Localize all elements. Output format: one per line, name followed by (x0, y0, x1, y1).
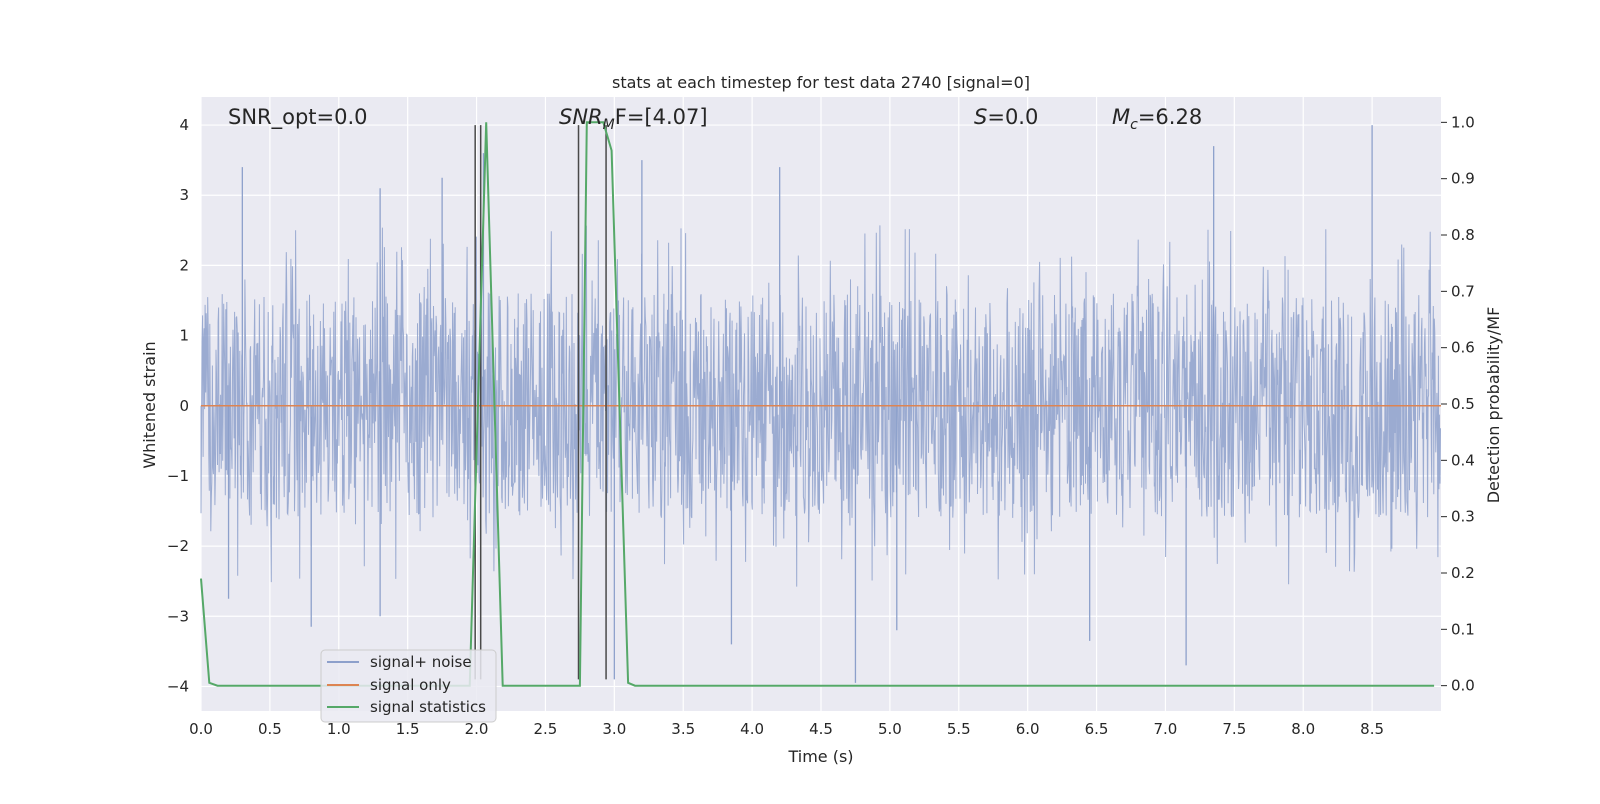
noise-trace (200, 225, 1441, 587)
annotation-snr-opt: SNR_opt=0.0 (228, 105, 368, 130)
chart-title: stats at each timestep for test data 274… (612, 73, 1030, 92)
y-right-tick-label: 0.1 (1451, 620, 1475, 638)
y-right-tick-label: 1.0 (1451, 113, 1475, 131)
y-right-tick-label: 0.6 (1451, 339, 1475, 357)
legend-label-noise: signal+ noise (370, 653, 472, 671)
y-right-tick-label: 0.2 (1451, 564, 1475, 582)
statistics-line (200, 121, 1435, 687)
y-right-tick-label: 0.8 (1451, 226, 1475, 244)
x-tick-label: 3.5 (671, 720, 695, 738)
noise-series (200, 125, 1441, 683)
y-tick-label: −1 (167, 467, 189, 485)
x-tick-label: 7.5 (1222, 720, 1246, 738)
y-right-tick-label: 0.9 (1451, 170, 1475, 188)
x-tick-label: 3.0 (602, 720, 626, 738)
y-right-axis-label: Detection probability/MF (1484, 307, 1503, 504)
y-axis-ticks: −4 −3 −2 −1 0 1 2 3 4 (167, 116, 189, 695)
y-tick-label: 0 (179, 397, 189, 415)
annotation-mc: Mc=6.28 (1112, 105, 1202, 133)
x-axis-label: Time (s) (787, 747, 853, 766)
legend: signal+ noise signal only signal statist… (320, 649, 497, 723)
y-right-tick-label: 0.4 (1451, 451, 1475, 469)
x-axis-ticks: 0.0 0.5 1.0 1.5 2.0 2.5 3.0 3.5 4.0 4.5 5.0 5.5 6.0 6… (189, 720, 1384, 738)
x-tick-label: 4.0 (740, 720, 764, 738)
y-right-tick-label: 0.0 (1451, 677, 1475, 695)
y-right-tick-label: 0.5 (1451, 395, 1475, 413)
x-tick-label: 1.5 (396, 720, 420, 738)
x-tick-label: 7.0 (1154, 720, 1178, 738)
x-tick-label: 2.0 (465, 720, 489, 738)
x-tick-label: 0.0 (189, 720, 213, 738)
legend-box (320, 649, 497, 723)
vertical-lines (474, 125, 607, 680)
legend-label-signal-only: signal only (370, 676, 451, 694)
x-tick-label: 6.5 (1085, 720, 1109, 738)
y-tick-label: −4 (167, 677, 189, 695)
x-tick-label: 1.0 (327, 720, 351, 738)
y-tick-label: 2 (179, 256, 189, 274)
x-tick-label: 2.5 (534, 720, 558, 738)
x-tick-label: 8.5 (1360, 720, 1384, 738)
y-right-tick-label: 0.3 (1451, 508, 1475, 526)
y-axis-label: Whitened strain (140, 341, 159, 468)
y-tick-label: 3 (179, 186, 189, 204)
x-tick-label: 4.5 (809, 720, 833, 738)
x-tick-label: 8.0 (1291, 720, 1315, 738)
y-tick-label: −3 (167, 607, 189, 625)
annotation-snr-mf: SNRMF=[4.07] (559, 105, 708, 133)
x-tick-label: 6.0 (1016, 720, 1040, 738)
annotation-s: S=0.0 (974, 105, 1038, 129)
x-tick-label: 5.5 (947, 720, 971, 738)
y-right-tick-label: 0.7 (1451, 282, 1475, 300)
legend-label-statistics: signal statistics (370, 698, 486, 716)
y-tick-label: 4 (179, 116, 189, 134)
x-tick-label: 5.0 (878, 720, 902, 738)
y-tick-label: −2 (167, 537, 189, 555)
y-right-axis-ticks: 0.0 0.1 0.2 0.3 0.4 0.5 0.6 0.7 0.8 0.9 1.0 (1441, 113, 1475, 695)
x-tick-label: 0.5 (258, 720, 282, 738)
y-tick-label: 1 (179, 327, 189, 345)
statistics-series (200, 121, 1435, 687)
